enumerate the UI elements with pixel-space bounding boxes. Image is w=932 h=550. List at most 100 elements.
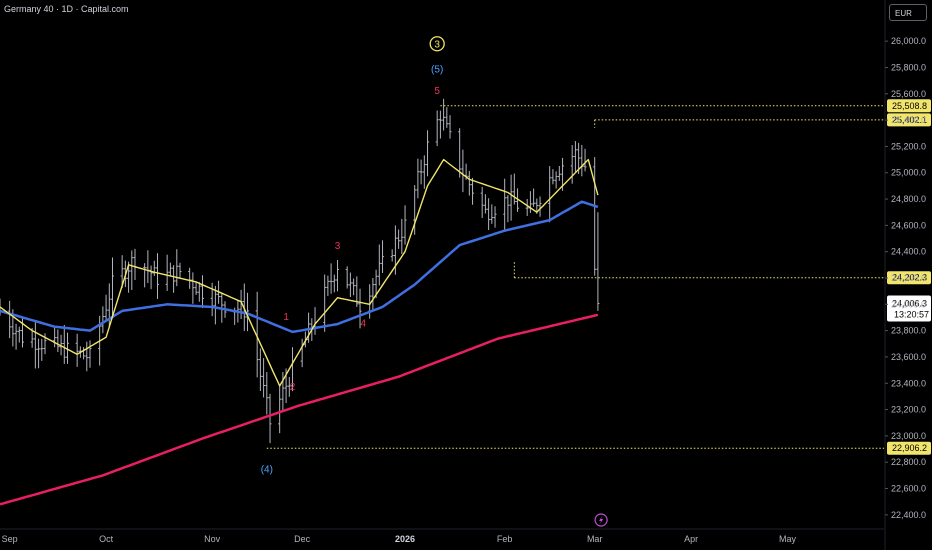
- price-bar: [487, 198, 491, 231]
- price-bar: [332, 274, 336, 293]
- price-bar: [503, 178, 507, 232]
- y-tick-label: 24,600.0: [891, 220, 926, 230]
- y-tick-label: 23,200.0: [891, 405, 926, 415]
- x-tick-label: Mar: [587, 534, 603, 544]
- wave-label: (4): [261, 465, 273, 476]
- price-bar: [426, 130, 430, 177]
- price-bar: [596, 212, 600, 311]
- last-price-tag: [887, 295, 931, 322]
- price-bar: [14, 323, 18, 350]
- price-bar: [278, 385, 282, 434]
- price-bar: [175, 249, 179, 287]
- y-tick-label: 24,800.0: [891, 194, 926, 204]
- wave-circle: [429, 36, 445, 52]
- price-bar: [490, 204, 494, 224]
- price-bar: [461, 149, 465, 193]
- price-bar: [583, 148, 587, 172]
- x-axis: Sep Oct Nov Dec 2026 Feb Mar Apr May: [0, 528, 884, 544]
- y-axis: 26,000.0 25,800.0 25,600.0 25,400.0 25,200.0…: [884, 0, 926, 550]
- price-bar: [480, 186, 484, 218]
- price-bar: [133, 248, 137, 280]
- x-tick-label: 2026: [395, 534, 415, 544]
- price-bar: [467, 170, 471, 196]
- price-bar: [21, 316, 25, 348]
- price-bar: [313, 307, 317, 335]
- price-bar: [458, 128, 462, 178]
- level-price-tag: [887, 271, 931, 285]
- price-bar: [435, 110, 439, 147]
- price-bar: [307, 312, 311, 343]
- price-bar: [377, 244, 381, 286]
- wave-label: 3: [335, 241, 341, 252]
- wave-label: 5: [434, 86, 440, 97]
- price-bar: [329, 263, 333, 294]
- y-tick-label: 25,400.0: [891, 115, 926, 125]
- price-bar: [445, 107, 449, 128]
- price-bar: [156, 253, 160, 299]
- price-bar: [403, 205, 407, 245]
- price-bar: [374, 269, 378, 298]
- price-bar: [516, 188, 520, 212]
- y-tick-label: 25,200.0: [891, 141, 926, 151]
- price-bar: [554, 171, 558, 189]
- price-bar: [17, 326, 21, 343]
- wave-label: (5): [431, 65, 443, 76]
- y-tick-label: 22,600.0: [891, 484, 926, 494]
- price-bar: [525, 198, 529, 216]
- price-bar: [532, 188, 536, 207]
- price-bar: [213, 285, 217, 325]
- x-tick-label: Apr: [684, 534, 698, 544]
- price-bar: [287, 376, 291, 397]
- price-bar: [62, 324, 66, 364]
- price-bar: [509, 174, 513, 221]
- price-bar: [194, 282, 198, 295]
- y-tick-label: 24,200.0: [891, 273, 926, 283]
- price-bar: [101, 306, 105, 334]
- level-price-tag: [887, 441, 931, 455]
- price-bar: [258, 348, 262, 392]
- price-bar: [56, 329, 60, 352]
- level-price-tag: [887, 99, 931, 113]
- price-bar: [438, 110, 442, 139]
- price-bar: [573, 141, 577, 172]
- price-bars: [0, 98, 600, 444]
- wave-label: 3: [434, 40, 440, 51]
- price-bar: [326, 275, 330, 296]
- price-bar: [352, 278, 356, 296]
- price-bar: [570, 145, 574, 184]
- price-bar: [265, 371, 269, 415]
- price-bar: [538, 196, 542, 217]
- y-tick-label: 25,000.0: [891, 168, 926, 178]
- ema-fast-line: [0, 158, 599, 387]
- currency-button[interactable]: EUR: [889, 4, 927, 21]
- price-bar: [172, 265, 176, 293]
- price-bar: [178, 262, 182, 279]
- price-bar: [422, 155, 426, 189]
- price-bar: [201, 275, 205, 309]
- level-price-label: 25,508.8: [892, 101, 927, 111]
- price-bar: [345, 266, 349, 289]
- y-tick-label: 23,600.0: [891, 352, 926, 362]
- price-bar: [448, 115, 452, 139]
- price-bar: [146, 250, 150, 284]
- y-tick-label: 25,600.0: [891, 89, 926, 99]
- y-tick-label: 22,400.0: [891, 510, 926, 520]
- price-bar: [358, 288, 362, 329]
- y-tick-label: 24,000.0: [891, 299, 926, 309]
- level-price-label: 25,402.1: [892, 115, 927, 125]
- price-bar: [197, 281, 201, 302]
- moving-averages: [0, 158, 599, 506]
- price-bar: [483, 194, 487, 214]
- price-bar: [528, 191, 532, 214]
- price-bar: [300, 338, 304, 368]
- y-tick-label: 26,000.0: [891, 36, 926, 46]
- x-tick-label: Sep: [2, 534, 18, 544]
- price-levels: 25,508.8 25,402.1 24,202.3 22,906.2 24,006.3…: [266, 99, 931, 455]
- lightning-icon: [594, 513, 608, 527]
- price-bar: [149, 265, 153, 290]
- price-bar: [593, 157, 597, 276]
- price-bar: [419, 159, 423, 185]
- price-bar: [152, 260, 156, 276]
- ema-slow-line: [0, 313, 599, 506]
